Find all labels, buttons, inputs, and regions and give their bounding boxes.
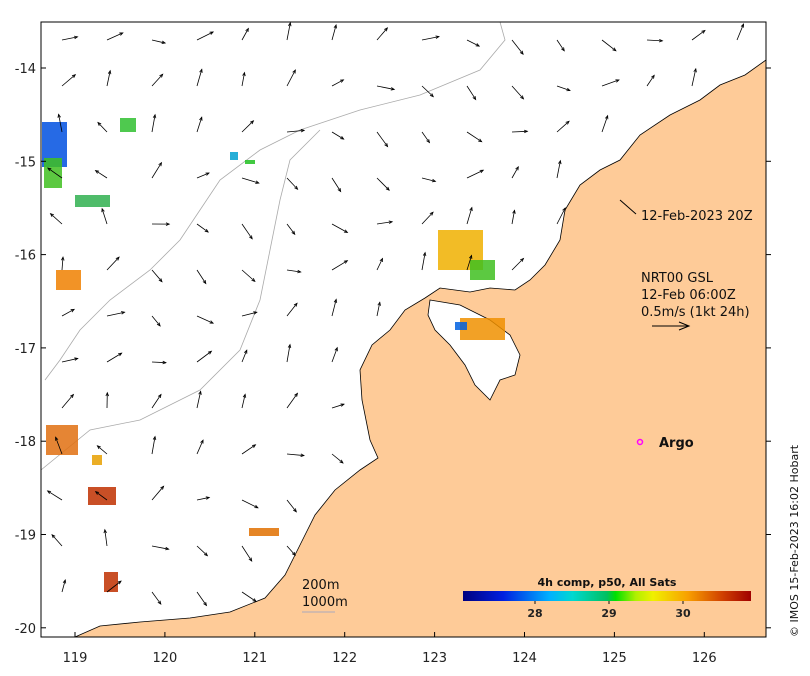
- sst-patch: [470, 260, 495, 280]
- x-tick-label: 125: [602, 651, 627, 666]
- sst-patch: [230, 152, 238, 160]
- isobath-200m-label: 200m: [302, 578, 339, 593]
- y-tick-label: -17: [15, 342, 36, 357]
- current-legend-line2: 12-Feb 06:00Z: [641, 288, 736, 303]
- y-tick-label: -19: [15, 529, 36, 544]
- x-tick-label: 124: [512, 651, 537, 666]
- x-tick-label: 120: [152, 651, 177, 666]
- y-tick-label: -14: [15, 62, 36, 77]
- sst-patch: [44, 158, 62, 188]
- sst-patch: [46, 425, 78, 455]
- sst-patch: [92, 455, 102, 465]
- sst-patch: [245, 160, 255, 164]
- colorbar-tick-29: 29: [601, 607, 616, 620]
- track-label: 12-Feb-2023 20Z: [641, 209, 753, 224]
- colorbar-title: 4h comp, p50, All Sats: [538, 576, 677, 589]
- y-tick-label: -16: [15, 249, 36, 264]
- x-tick-label: 119: [63, 651, 88, 666]
- current-legend-line1: NRT00 GSL: [641, 271, 714, 286]
- y-tick-label: -18: [15, 435, 36, 450]
- sst-patch: [75, 195, 110, 207]
- x-tick-label: 123: [422, 651, 447, 666]
- sst-patch: [56, 270, 81, 290]
- colorbar: [463, 591, 751, 601]
- credit-text: © IMOS 15-Feb-2023 16:02 Hobart: [788, 444, 801, 637]
- x-tick-label: 122: [332, 651, 357, 666]
- colorbar-tick-28: 28: [527, 607, 542, 620]
- isobath-1000m-label: 1000m: [302, 595, 348, 610]
- colorbar-tick-30: 30: [675, 607, 691, 620]
- sst-patch: [120, 118, 136, 132]
- argo-label: Argo: [659, 436, 694, 451]
- sst-patch: [249, 528, 279, 536]
- y-tick-label: -15: [15, 155, 36, 170]
- sst-patch: [455, 322, 467, 330]
- x-tick-label: 126: [692, 651, 717, 666]
- current-legend-line3: 0.5m/s (1kt 24h): [641, 305, 750, 320]
- y-tick-label: -20: [15, 622, 36, 637]
- x-tick-label: 121: [242, 651, 267, 666]
